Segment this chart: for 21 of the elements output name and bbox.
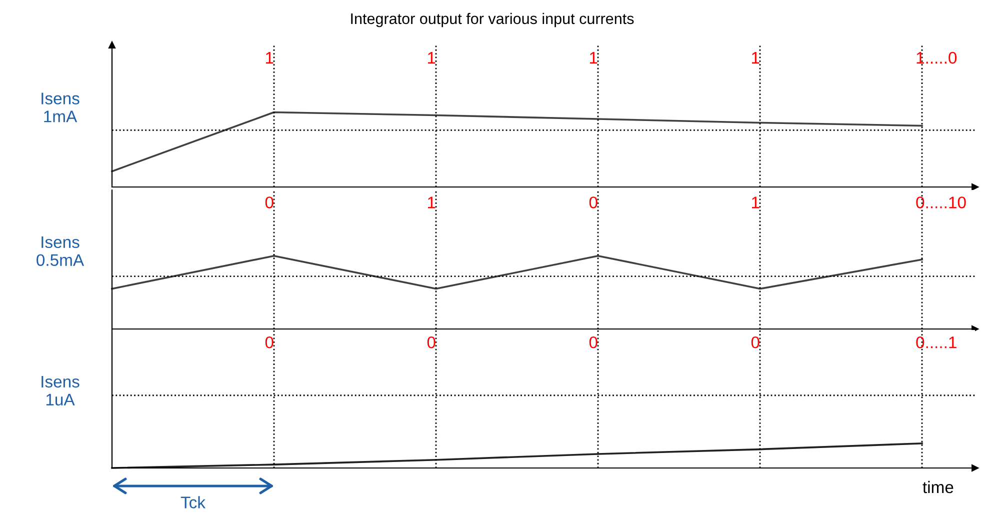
text: 1 [590,52,598,64]
text: 1 [266,52,274,64]
x-axis-title: time [922,480,954,494]
text: 1 [428,52,436,64]
text: 0.....1 [916,336,956,348]
y-axis-title: Isens 0.5mA [36,236,84,266]
text: 0 [265,336,274,348]
text: 1 [752,196,760,208]
y-axis-title: Isens 1mA [42,92,80,122]
text: 1 [752,52,760,64]
text: 0 [589,336,598,348]
text: 1 [428,196,436,208]
text: 0 [589,196,598,208]
text: 1.....0 [916,52,957,64]
text: 0 [751,336,760,348]
text: Tck [180,496,206,508]
text: 0 [427,336,436,348]
text: 0.....10 [916,196,966,208]
text: 0 [265,196,274,208]
chart-title: Integrator output for various input currents [351,12,634,28]
y-axis-title: Isens 1uA [42,376,80,406]
